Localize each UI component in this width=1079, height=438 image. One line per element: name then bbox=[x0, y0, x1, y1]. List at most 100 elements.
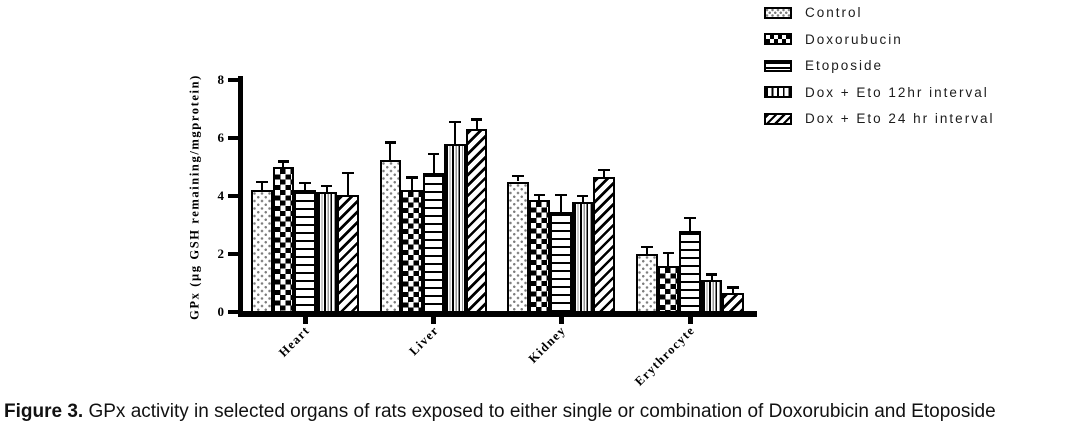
legend-swatch-diag-icon bbox=[764, 112, 792, 125]
error-bar-stem bbox=[260, 181, 263, 191]
error-bar-stem bbox=[603, 169, 606, 178]
error-bar-stem bbox=[304, 182, 306, 191]
bar-checker bbox=[528, 200, 551, 314]
bar-hlines bbox=[422, 172, 445, 314]
x-tick-mark bbox=[558, 316, 564, 324]
error-bar-stem bbox=[560, 194, 562, 212]
bar-checker bbox=[272, 167, 295, 314]
caption-number: Figure 3. bbox=[4, 401, 84, 422]
error-bar-stem bbox=[645, 246, 648, 254]
error-bar-cap bbox=[406, 176, 418, 179]
error-bar-stem bbox=[667, 252, 670, 266]
error-bar-cap bbox=[449, 121, 461, 124]
x-tick-mark bbox=[687, 316, 693, 324]
error-bar-cap bbox=[598, 168, 610, 172]
bar-checker bbox=[657, 265, 680, 314]
error-bar-stem bbox=[516, 175, 519, 182]
bar-diag bbox=[465, 129, 488, 314]
error-bar-stem bbox=[325, 185, 328, 192]
legend-label: Dox + Eto 24 hr interval bbox=[805, 111, 995, 126]
bar-dots bbox=[379, 159, 402, 314]
error-bar-cap bbox=[512, 174, 524, 178]
bar-hlines bbox=[294, 190, 316, 314]
error-bar-cap bbox=[256, 180, 268, 183]
error-bar-stem bbox=[282, 161, 285, 167]
bar-diag bbox=[593, 177, 615, 314]
error-bar-stem bbox=[689, 217, 691, 231]
error-bar-stem bbox=[410, 177, 413, 191]
error-bar-cap bbox=[533, 193, 546, 196]
error-bar-cap bbox=[684, 216, 696, 220]
bar-checker bbox=[401, 190, 423, 314]
y-tick-label: 6 bbox=[217, 130, 225, 145]
x-tick-mark bbox=[431, 316, 436, 324]
bar-vlines bbox=[444, 143, 466, 314]
legend-label: Control bbox=[805, 5, 863, 20]
legend-swatch-dots-icon bbox=[764, 6, 792, 19]
error-bar-cap bbox=[277, 160, 290, 163]
error-bar-stem bbox=[432, 153, 435, 173]
y-tick-label: 4 bbox=[217, 188, 225, 203]
x-category-label: Liver bbox=[406, 323, 442, 359]
error-bar-cap bbox=[470, 118, 483, 121]
legend-label: Doxorubucin bbox=[805, 31, 903, 47]
y-tick-label: 8 bbox=[217, 72, 225, 87]
bar-vlines bbox=[571, 201, 594, 314]
legend-swatch-checker-icon bbox=[764, 33, 792, 45]
y-tick-mark bbox=[228, 78, 238, 82]
x-axis-line bbox=[238, 311, 757, 317]
error-bar-stem bbox=[581, 196, 584, 202]
error-bar-stem bbox=[538, 194, 541, 201]
bar-hlines bbox=[550, 211, 572, 314]
bar-diag bbox=[337, 194, 359, 314]
figure-caption: Figure 3. GPx activity in selected organ… bbox=[4, 399, 1076, 425]
bar-hlines bbox=[679, 230, 701, 314]
x-category-label: Erythrocyte bbox=[632, 323, 698, 389]
x-tick-mark bbox=[302, 316, 308, 324]
error-bar-cap bbox=[705, 273, 718, 276]
legend-label: Dox + Eto 12hr interval bbox=[805, 84, 989, 100]
y-tick-mark bbox=[228, 252, 238, 256]
error-bar-cap bbox=[727, 286, 739, 289]
y-tick-label: 0 bbox=[217, 304, 225, 319]
y-tick-mark bbox=[228, 136, 238, 140]
legend-item: Doxorubucin bbox=[764, 31, 994, 47]
error-bar-cap bbox=[384, 141, 397, 144]
bar-vlines bbox=[700, 280, 723, 314]
legend-swatch-vlines-icon bbox=[764, 86, 792, 98]
x-category-label: Kidney bbox=[525, 323, 569, 366]
error-bar-cap bbox=[427, 152, 440, 156]
error-bar-cap bbox=[576, 195, 589, 198]
error-bar-stem bbox=[347, 172, 350, 195]
bar-dots bbox=[636, 254, 658, 314]
error-bar-cap bbox=[641, 245, 653, 249]
error-bar-stem bbox=[475, 119, 478, 130]
error-bar-stem bbox=[732, 287, 735, 294]
error-bar-cap bbox=[662, 251, 675, 254]
x-category-label: Heart bbox=[276, 323, 313, 360]
y-tick-mark bbox=[228, 310, 238, 314]
legend-item: Dox + Eto 12hr interval bbox=[764, 84, 994, 100]
legend-label: Etoposide bbox=[805, 58, 884, 73]
caption-text: GPx activity in selected organs of rats … bbox=[88, 401, 996, 422]
legend-item: Control bbox=[764, 5, 994, 20]
bar-dots bbox=[507, 181, 529, 314]
error-bar-stem bbox=[710, 274, 713, 281]
error-bar-cap bbox=[320, 184, 333, 188]
bar-diag bbox=[722, 293, 744, 314]
legend-item: Dox + Eto 24 hr interval bbox=[764, 111, 995, 126]
bar-dots bbox=[251, 190, 273, 314]
error-bar-stem bbox=[454, 122, 457, 144]
y-axis-line bbox=[238, 76, 243, 317]
y-tick-label: 2 bbox=[217, 246, 225, 261]
legend-swatch-hlines-icon bbox=[764, 59, 792, 72]
y-tick-mark bbox=[228, 194, 238, 198]
legend-item: Etoposide bbox=[764, 58, 994, 73]
bar-vlines bbox=[315, 191, 338, 314]
error-bar-cap bbox=[555, 193, 567, 196]
error-bar-cap bbox=[299, 181, 311, 185]
error-bar-stem bbox=[389, 142, 392, 160]
legend: Control Doxorubucin Etoposide Dox + Eto 12h… bbox=[764, 5, 995, 139]
